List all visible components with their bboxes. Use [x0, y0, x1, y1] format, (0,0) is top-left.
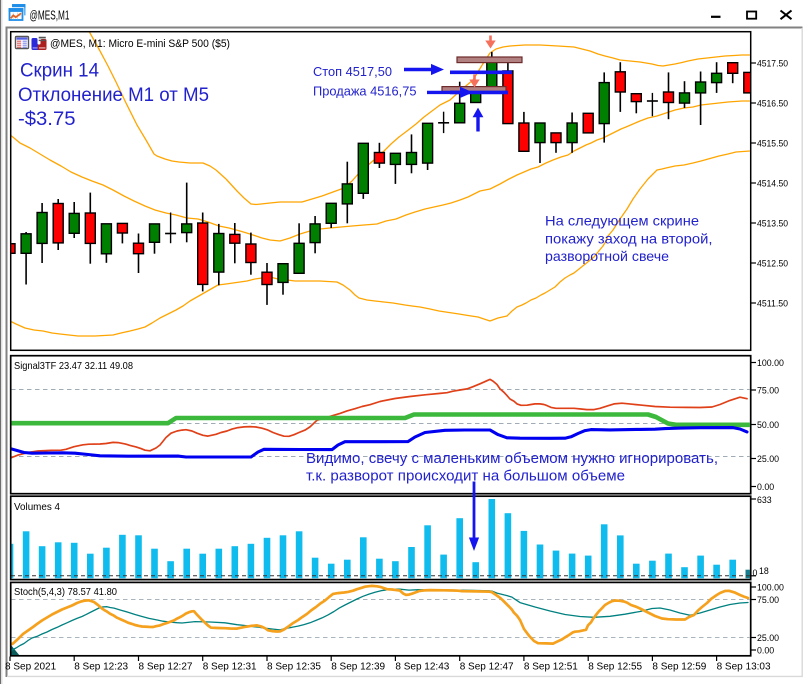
svg-text:4511.50: 4511.50	[757, 299, 788, 309]
svg-text:разворотной свече: разворотной свече	[545, 248, 669, 264]
svg-text:8 Sep 12:47: 8 Sep 12:47	[460, 662, 514, 673]
svg-text:100.00: 100.00	[757, 583, 784, 593]
svg-text:8 Sep 2021: 8 Sep 2021	[5, 662, 57, 673]
svg-text:Stoch(5,4,3) 78.57 41.80: Stoch(5,4,3) 78.57 41.80	[14, 586, 117, 598]
svg-text:8 Sep 12:43: 8 Sep 12:43	[395, 662, 449, 673]
svg-text:Продажа 4516,75: Продажа 4516,75	[313, 85, 417, 99]
svg-text:4515.50: 4515.50	[757, 139, 788, 149]
svg-text:633: 633	[757, 495, 772, 505]
svg-text:25.00: 25.00	[757, 454, 779, 464]
svg-text:Скрин 14: Скрин 14	[20, 59, 99, 81]
svg-text:4514.50: 4514.50	[757, 179, 788, 189]
svg-text:4517.50: 4517.50	[757, 59, 788, 69]
svg-text:покажу заход на второй,: покажу заход на второй,	[545, 231, 713, 247]
svg-text:100.00: 100.00	[757, 358, 784, 368]
svg-text:4513.50: 4513.50	[757, 219, 788, 229]
svg-text:75.00: 75.00	[757, 595, 779, 605]
svg-text:0.00: 0.00	[757, 646, 774, 656]
svg-text:0: 0	[753, 568, 758, 578]
svg-text:8 Sep 13:03: 8 Sep 13:03	[717, 662, 771, 673]
svg-text:25.00: 25.00	[757, 633, 779, 643]
svg-text:50.00: 50.00	[757, 420, 779, 430]
svg-text:-$3.75: -$3.75	[18, 108, 76, 130]
svg-text:75.00: 75.00	[757, 386, 779, 396]
svg-text:8 Sep 12:55: 8 Sep 12:55	[588, 662, 642, 673]
svg-text:Стоп 4517,50: Стоп 4517,50	[313, 65, 392, 79]
svg-text:8 Sep 12:51: 8 Sep 12:51	[524, 662, 578, 673]
svg-text:8 Sep 12:27: 8 Sep 12:27	[139, 662, 193, 673]
svg-text:8 Sep 12:23: 8 Sep 12:23	[74, 662, 128, 673]
svg-text:@MES, M1: Micro E-mini S&P 50: @MES, M1: Micro E-mini S&P 500 ($5)	[50, 38, 230, 50]
svg-text:На следующем скрине: На следующем скрине	[545, 212, 699, 228]
svg-text:8 Sep 12:59: 8 Sep 12:59	[652, 662, 706, 673]
svg-text:Видимо, свечу с маленьким объе: Видимо, свечу с маленьким объемом нужно …	[306, 451, 718, 467]
svg-text:@MES,M1: @MES,M1	[30, 9, 70, 23]
svg-text:Signal3TF 23.47 32.11 49.08: Signal3TF 23.47 32.11 49.08	[14, 360, 133, 372]
svg-text:Volumes 4: Volumes 4	[14, 501, 60, 513]
svg-text:4516.50: 4516.50	[757, 99, 788, 109]
svg-text:т.к. разворот происходит на бо: т.к. разворот происходит на большом объе…	[306, 468, 625, 484]
svg-text:Отклонение М1 от М5: Отклонение М1 от М5	[18, 84, 209, 106]
svg-text:8 Sep 12:31: 8 Sep 12:31	[203, 662, 257, 673]
svg-text:4512.50: 4512.50	[757, 259, 788, 269]
svg-text:8 Sep 12:35: 8 Sep 12:35	[267, 662, 321, 673]
svg-text:18: 18	[759, 566, 769, 576]
svg-text:8 Sep 12:39: 8 Sep 12:39	[331, 662, 385, 673]
svg-text:0.00: 0.00	[757, 482, 774, 492]
